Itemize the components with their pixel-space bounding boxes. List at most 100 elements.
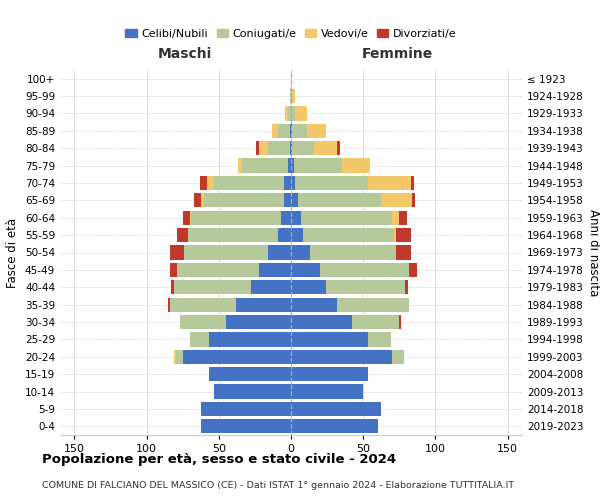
Bar (291, 367, 368, 382)
Bar (174, 350, 176, 364)
Bar (411, 176, 414, 190)
Bar (405, 280, 408, 294)
Bar (314, 141, 337, 156)
Bar (272, 124, 278, 138)
Bar (409, 263, 416, 277)
Bar (268, 246, 291, 260)
Bar (205, 193, 284, 208)
Bar (292, 124, 307, 138)
Bar (397, 228, 411, 242)
Bar (352, 315, 399, 329)
Bar (295, 106, 307, 120)
Bar (176, 350, 183, 364)
Bar (242, 158, 288, 172)
Bar (292, 89, 295, 103)
Bar (259, 141, 268, 156)
Bar (209, 367, 291, 382)
Bar (285, 106, 288, 120)
Bar (214, 384, 291, 398)
Bar (368, 332, 391, 346)
Bar (191, 210, 281, 225)
Bar (291, 158, 294, 172)
Bar (226, 315, 291, 329)
Bar (214, 176, 284, 190)
Bar (177, 263, 259, 277)
Bar (291, 124, 292, 138)
Bar (238, 158, 242, 172)
Bar (394, 228, 397, 242)
Bar (256, 141, 259, 156)
Bar (380, 193, 412, 208)
Bar (188, 228, 278, 242)
Bar (291, 263, 320, 277)
Bar (291, 246, 310, 260)
Bar (341, 158, 370, 172)
Bar (183, 350, 291, 364)
Bar (284, 193, 291, 208)
Bar (399, 210, 407, 225)
Bar (291, 384, 363, 398)
Bar (291, 298, 337, 312)
Bar (209, 332, 291, 346)
Bar (307, 124, 326, 138)
Bar (291, 141, 292, 156)
Bar (291, 176, 295, 190)
Bar (202, 402, 291, 416)
Bar (326, 280, 405, 294)
Bar (184, 246, 268, 260)
Bar (291, 332, 368, 346)
Bar (397, 246, 411, 260)
Text: Maschi: Maschi (158, 47, 212, 61)
Bar (202, 193, 205, 208)
Bar (412, 193, 415, 208)
Bar (183, 210, 190, 225)
Bar (302, 228, 394, 242)
Legend: Celibi/Nubili, Coniugati/e, Vedovi/e, Divorziati/e: Celibi/Nubili, Coniugati/e, Vedovi/e, Di… (121, 24, 461, 44)
Bar (170, 298, 236, 312)
Bar (170, 263, 177, 277)
Bar (291, 106, 295, 120)
Bar (284, 176, 291, 190)
Bar (392, 350, 404, 364)
Bar (291, 193, 298, 208)
Bar (295, 176, 368, 190)
Bar (301, 210, 392, 225)
Bar (291, 419, 377, 434)
Text: COMUNE DI FALCIANO DEL MASSICO (CE) - Dati ISTAT 1° gennaio 2024 - Elaborazione : COMUNE DI FALCIANO DEL MASSICO (CE) - Da… (42, 480, 514, 490)
Text: Femmine: Femmine (362, 47, 433, 61)
Bar (194, 193, 202, 208)
Bar (294, 158, 341, 172)
Bar (268, 141, 290, 156)
Bar (290, 141, 291, 156)
Bar (236, 298, 291, 312)
Bar (337, 141, 340, 156)
Bar (320, 263, 409, 277)
Bar (291, 228, 302, 242)
Bar (392, 210, 399, 225)
Bar (180, 315, 226, 329)
Bar (170, 246, 184, 260)
Bar (171, 280, 174, 294)
Bar (168, 298, 170, 312)
Bar (290, 124, 291, 138)
Bar (202, 419, 291, 434)
Bar (207, 176, 214, 190)
Y-axis label: Fasce di età: Fasce di età (7, 218, 19, 288)
Bar (368, 176, 411, 190)
Bar (200, 176, 207, 190)
Bar (291, 210, 301, 225)
Bar (190, 210, 191, 225)
Bar (337, 298, 409, 312)
Y-axis label: Anni di nascita: Anni di nascita (587, 209, 600, 296)
Bar (291, 402, 380, 416)
Bar (251, 280, 291, 294)
Bar (298, 193, 380, 208)
Bar (259, 263, 291, 277)
Bar (310, 246, 397, 260)
Bar (278, 124, 290, 138)
Bar (292, 141, 314, 156)
Bar (288, 158, 291, 172)
Bar (291, 350, 392, 364)
Bar (291, 280, 326, 294)
Bar (399, 315, 401, 329)
